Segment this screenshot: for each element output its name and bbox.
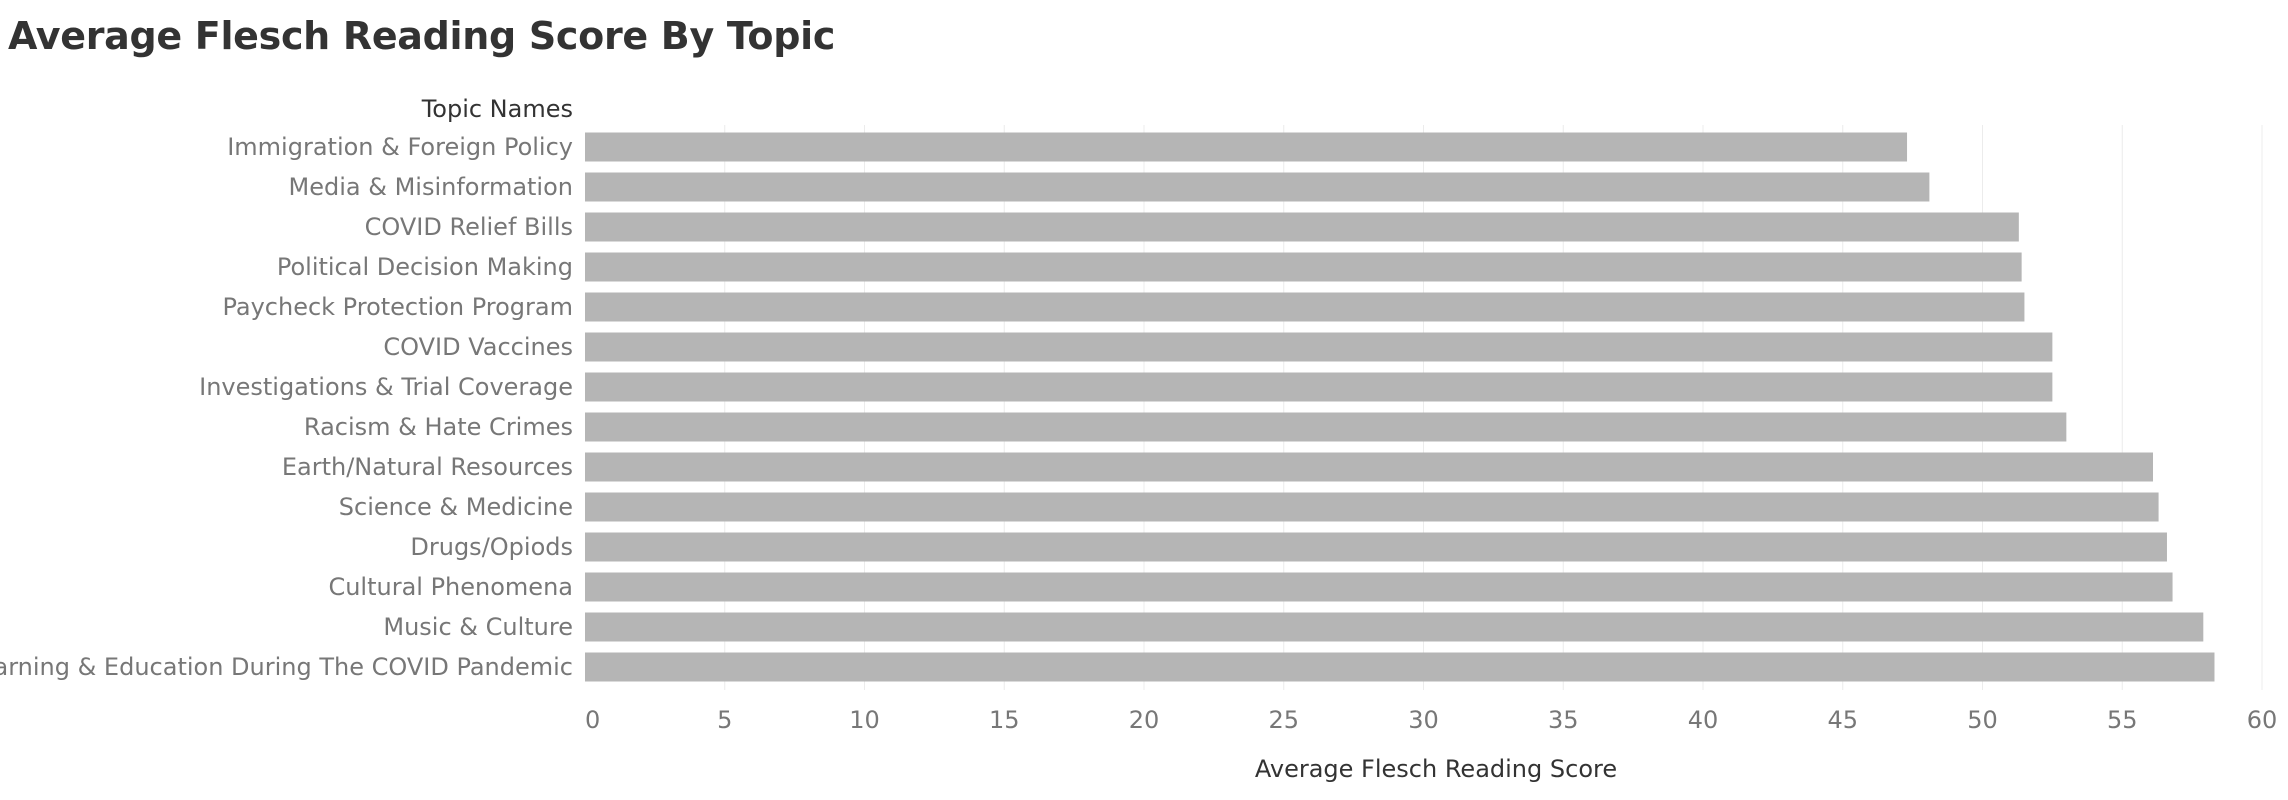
category-label: Learning & Education During The COVID Pa… bbox=[0, 653, 573, 681]
bar bbox=[585, 332, 2053, 362]
bars bbox=[585, 132, 2215, 682]
grid-lines bbox=[724, 125, 2263, 690]
bar bbox=[585, 212, 2019, 242]
category-label: COVID Relief Bills bbox=[365, 213, 573, 241]
bar bbox=[585, 572, 2173, 602]
bar bbox=[585, 492, 2159, 522]
bar bbox=[585, 652, 2215, 682]
category-label: COVID Vaccines bbox=[383, 333, 573, 361]
category-label: Political Decision Making bbox=[277, 253, 573, 281]
x-tick-label: 60 bbox=[2247, 706, 2278, 734]
x-tick-label: 10 bbox=[849, 706, 880, 734]
x-tick-label: 40 bbox=[1688, 706, 1719, 734]
category-label: Paycheck Protection Program bbox=[222, 293, 573, 321]
category-label: Immigration & Foreign Policy bbox=[227, 133, 573, 161]
x-tick-label: 50 bbox=[1967, 706, 1998, 734]
bar bbox=[585, 252, 2022, 282]
category-labels: Immigration & Foreign Policy Media & Misi… bbox=[0, 133, 573, 681]
category-label: Cultural Phenomena bbox=[328, 573, 573, 601]
category-label: Media & Misinformation bbox=[289, 173, 573, 201]
category-label: Racism & Hate Crimes bbox=[304, 413, 573, 441]
x-tick-label: 15 bbox=[989, 706, 1020, 734]
x-tick-label: 20 bbox=[1129, 706, 1160, 734]
chart-title: Average Flesch Reading Score By Topic bbox=[8, 14, 836, 58]
x-tick-label: 25 bbox=[1268, 706, 1299, 734]
bar bbox=[585, 612, 2204, 642]
x-tick-label: 30 bbox=[1408, 706, 1439, 734]
x-tick-label: 0 bbox=[585, 706, 600, 734]
category-label: Drugs/Opiods bbox=[410, 533, 573, 561]
category-label: Investigations & Trial Coverage bbox=[199, 373, 573, 401]
bar bbox=[585, 292, 2025, 322]
bar bbox=[585, 532, 2167, 562]
x-tick-label: 35 bbox=[1548, 706, 1579, 734]
x-tick-labels: 0 5 10 15 20 25 30 35 40 45 50 55 60 bbox=[585, 706, 2277, 734]
x-tick-label: 5 bbox=[717, 706, 732, 734]
category-label: Science & Medicine bbox=[339, 493, 573, 521]
bar bbox=[585, 452, 2153, 482]
y-axis-title: Topic Names bbox=[421, 95, 573, 123]
x-axis-title: Average Flesch Reading Score bbox=[1255, 755, 1617, 783]
x-tick-label: 55 bbox=[2107, 706, 2138, 734]
bar bbox=[585, 132, 1908, 162]
bar bbox=[585, 412, 2067, 442]
bar bbox=[585, 372, 2053, 402]
x-tick-label: 45 bbox=[1827, 706, 1858, 734]
category-label: Earth/Natural Resources bbox=[282, 453, 573, 481]
category-label: Music & Culture bbox=[383, 613, 573, 641]
bar bbox=[585, 172, 1930, 202]
